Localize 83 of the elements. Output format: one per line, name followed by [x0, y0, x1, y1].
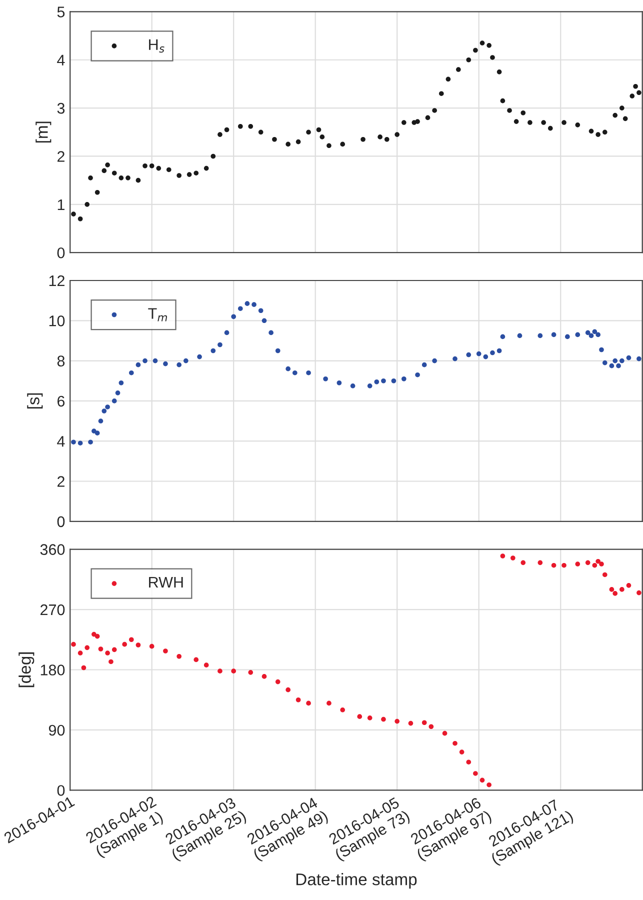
- point: [562, 562, 566, 568]
- point: [473, 771, 478, 776]
- y-tick-label: 90: [48, 724, 65, 736]
- point: [520, 560, 526, 566]
- point: [163, 648, 168, 654]
- point: [98, 646, 104, 652]
- point: [128, 637, 134, 642]
- point: [636, 590, 642, 596]
- point: [357, 714, 362, 719]
- y-axis-title: [deg]: [18, 652, 34, 688]
- point: [122, 642, 127, 647]
- point: [575, 562, 580, 566]
- legend-label: RWH: [149, 577, 183, 588]
- point: [620, 587, 624, 592]
- point: [248, 670, 254, 675]
- point: [599, 562, 604, 566]
- y-axis-title: [s]: [27, 393, 43, 409]
- point: [231, 668, 236, 674]
- y-tick-label: 10: [49, 316, 65, 326]
- point: [452, 740, 458, 746]
- point: [442, 730, 448, 736]
- y-tick-label: 4: [57, 54, 65, 66]
- point: [326, 700, 332, 706]
- y-tick-label: 270: [40, 604, 65, 616]
- point: [500, 554, 506, 558]
- point: [105, 650, 110, 656]
- y-tick-label: 3: [57, 102, 65, 114]
- y-tick-label: 0: [57, 516, 65, 528]
- point: [296, 697, 301, 702]
- point: [204, 662, 209, 668]
- point: [94, 634, 100, 639]
- point: [71, 642, 76, 647]
- point: [149, 644, 154, 649]
- point: [218, 668, 222, 674]
- point: [612, 591, 618, 596]
- point: [592, 562, 598, 568]
- point: [262, 674, 267, 679]
- x-axis-title: Date-time stamp: [296, 873, 417, 889]
- point: [510, 556, 516, 560]
- point: [108, 659, 114, 664]
- y-tick-label: 6: [58, 396, 65, 407]
- y-tick-label: 1: [58, 199, 64, 210]
- y-tick-label: 0: [57, 785, 65, 796]
- y-tick-label: 180: [40, 664, 65, 676]
- point: [480, 778, 485, 783]
- y-tick-label: 2: [58, 476, 64, 487]
- legend-label: H$_{s}$: [149, 39, 164, 53]
- y-tick-label: 5: [57, 6, 65, 18]
- y-tick-label: 0: [57, 247, 65, 258]
- point: [194, 657, 199, 662]
- point: [428, 724, 434, 730]
- point: [84, 645, 90, 650]
- point: [422, 720, 427, 726]
- y-axis-title: [m]: [36, 122, 52, 143]
- point: [394, 718, 400, 724]
- point: [596, 558, 600, 564]
- point: [602, 572, 608, 578]
- point: [486, 782, 492, 788]
- point: [551, 562, 556, 568]
- y-tick-label: 8: [57, 356, 65, 366]
- point: [136, 642, 141, 648]
- y-tick-label: 360: [40, 544, 65, 555]
- point: [78, 650, 83, 656]
- y-tick-label: 4: [57, 436, 65, 447]
- point: [176, 654, 182, 659]
- point: [275, 679, 280, 684]
- legend-label: T$_{m}$: [148, 308, 167, 322]
- point: [367, 716, 372, 720]
- point: [459, 750, 464, 754]
- point: [340, 707, 345, 712]
- point: [626, 583, 632, 588]
- point: [466, 760, 472, 764]
- point: [609, 587, 614, 592]
- point: [538, 560, 543, 566]
- y-tick-label: 12: [49, 275, 64, 286]
- point: [306, 700, 311, 706]
- point: [112, 647, 117, 652]
- point: [585, 560, 590, 566]
- point: [286, 687, 290, 692]
- point: [81, 665, 86, 670]
- y-tick-label: 2: [58, 151, 64, 162]
- point: [408, 720, 414, 726]
- point: [381, 716, 386, 722]
